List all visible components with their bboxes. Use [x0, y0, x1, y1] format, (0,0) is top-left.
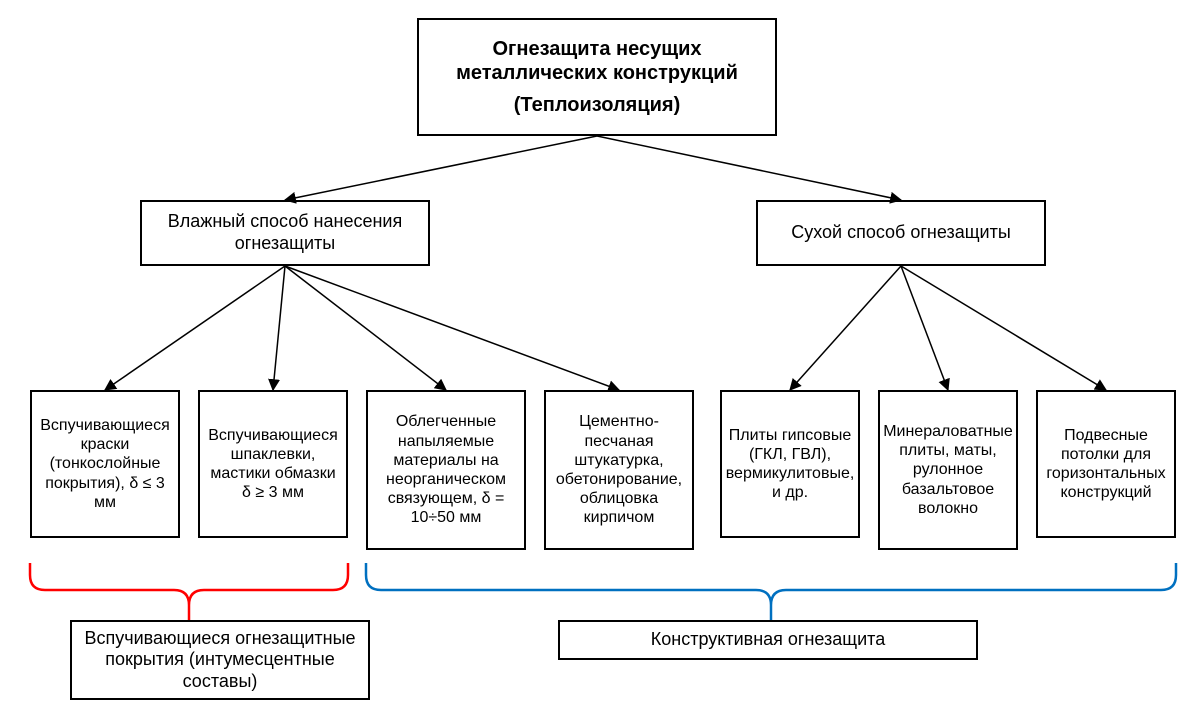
bracket-red	[30, 563, 348, 605]
leaf-2: Облегченные напыляемые материалы на неор…	[366, 390, 526, 550]
leaf-4-label: Плиты гипсовые (ГКЛ, ГВЛ), вермикулитовы…	[726, 426, 855, 503]
node-dry-label: Сухой способ огнезащиты	[791, 222, 1011, 244]
edge-dry-6	[901, 266, 1106, 390]
leaf-3: Цементно-песчаная штукатурка, обетониров…	[544, 390, 694, 550]
edge-root-dry	[597, 136, 901, 200]
leaf-0: Вспучивающиеся краски (тонкослойные покр…	[30, 390, 180, 538]
node-wet-label: Влажный способ нанесения огнезащиты	[148, 211, 422, 254]
edge-dry-4	[790, 266, 901, 390]
leaf-4: Плиты гипсовые (ГКЛ, ГВЛ), вермикулитовы…	[720, 390, 860, 538]
leaf-3-label: Цементно-песчаная штукатурка, обетониров…	[552, 412, 686, 527]
bracket-red-label-box: Вспучивающиеся огнезащитные покрытия (ин…	[70, 620, 370, 700]
edge-root-wet	[285, 136, 597, 200]
node-dry-method: Сухой способ огнезащиты	[756, 200, 1046, 266]
root-node: Огнезащита несущих металлических констру…	[417, 18, 777, 136]
edge-wet-2	[285, 266, 446, 390]
edge-wet-0	[105, 266, 285, 390]
edge-wet-3	[285, 266, 619, 390]
edge-wet-1	[273, 266, 285, 390]
bracket-blue-label-box: Конструктивная огнезащита	[558, 620, 978, 660]
root-title-line1: Огнезащита несущих металлических констру…	[425, 37, 769, 85]
leaf-6: Подвесные потолки для горизонтальных кон…	[1036, 390, 1176, 538]
leaf-1: Вспучивающиеся шпаклевки, мастики обмазк…	[198, 390, 348, 538]
leaf-5: Минераловатные плиты, маты, рулонное баз…	[878, 390, 1018, 550]
bracket-blue	[366, 563, 1176, 605]
leaf-5-label: Минераловатные плиты, маты, рулонное баз…	[883, 422, 1013, 518]
leaf-1-label: Вспучивающиеся шпаклевки, мастики обмазк…	[206, 426, 340, 503]
bracket-red-label: Вспучивающиеся огнезащитные покрытия (ин…	[78, 628, 362, 693]
node-wet-method: Влажный способ нанесения огнезащиты	[140, 200, 430, 266]
bracket-blue-label: Конструктивная огнезащита	[651, 629, 885, 651]
leaf-0-label: Вспучивающиеся краски (тонкослойные покр…	[38, 416, 172, 512]
edge-dry-5	[901, 266, 948, 390]
leaf-2-label: Облегченные напыляемые материалы на неор…	[374, 412, 518, 527]
root-title-line2: (Теплоизоляция)	[514, 93, 681, 117]
leaf-6-label: Подвесные потолки для горизонтальных кон…	[1044, 426, 1168, 503]
